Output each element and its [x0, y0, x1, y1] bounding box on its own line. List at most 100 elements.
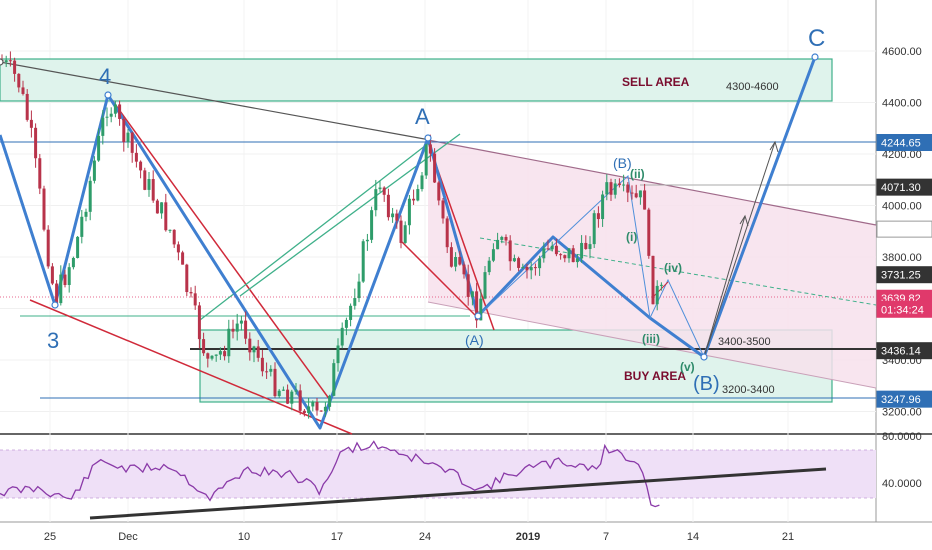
candle[interactable] [651, 255, 655, 305]
candle[interactable] [580, 242, 584, 259]
projection-arrow-1[interactable] [703, 215, 746, 358]
candle[interactable] [176, 244, 180, 253]
candle[interactable] [239, 320, 243, 324]
candle[interactable] [55, 283, 59, 304]
candle[interactable] [659, 284, 663, 286]
candle[interactable] [29, 119, 33, 128]
candle[interactable] [550, 245, 554, 250]
candle[interactable] [172, 229, 176, 245]
elliott-wave-path[interactable] [0, 56, 817, 430]
candle[interactable] [643, 190, 647, 210]
rsi-line[interactable] [0, 440, 660, 508]
candle[interactable] [214, 354, 218, 356]
candle[interactable] [424, 144, 428, 176]
candle[interactable] [496, 239, 500, 250]
candle[interactable] [407, 198, 411, 226]
candle[interactable] [42, 188, 46, 230]
candle[interactable] [164, 202, 168, 231]
pivot-dot-minor-a[interactable] [474, 312, 482, 320]
candle[interactable] [185, 264, 189, 293]
candle[interactable] [433, 153, 437, 183]
candle[interactable] [323, 406, 327, 412]
candle[interactable] [4, 60, 8, 62]
candle[interactable] [470, 291, 474, 297]
major-downtrend-line[interactable] [0, 61, 431, 141]
candle[interactable] [525, 266, 529, 271]
candle[interactable] [63, 274, 67, 285]
candle[interactable] [529, 267, 533, 271]
candle[interactable] [130, 132, 134, 153]
candle[interactable] [76, 236, 80, 258]
candle[interactable] [588, 244, 592, 249]
candle[interactable] [416, 189, 420, 201]
candle[interactable] [319, 410, 323, 412]
candle[interactable] [559, 254, 563, 256]
channel-upper-line[interactable] [427, 139, 877, 226]
candle[interactable] [454, 257, 458, 267]
candle[interactable] [286, 389, 290, 404]
candle[interactable] [391, 213, 395, 218]
candle[interactable] [67, 267, 71, 285]
candle[interactable] [349, 305, 353, 320]
candle[interactable] [340, 327, 344, 346]
candle[interactable] [571, 248, 575, 263]
candle[interactable] [147, 179, 151, 190]
candle[interactable] [8, 60, 12, 62]
candle[interactable] [542, 248, 546, 259]
candle[interactable] [25, 93, 29, 120]
candle[interactable] [613, 183, 617, 195]
candle[interactable] [109, 113, 113, 117]
candle[interactable] [260, 357, 264, 372]
candle[interactable] [248, 338, 252, 353]
candle[interactable] [412, 198, 416, 201]
candle[interactable] [277, 390, 281, 397]
candle[interactable] [592, 213, 596, 245]
candle[interactable] [420, 175, 424, 190]
candle[interactable] [399, 220, 403, 243]
candle[interactable] [210, 355, 214, 359]
candle[interactable] [483, 272, 487, 299]
candle[interactable] [265, 371, 269, 373]
candle[interactable] [336, 345, 340, 364]
candle[interactable] [97, 135, 101, 161]
candle[interactable] [34, 127, 38, 159]
candle[interactable] [307, 406, 311, 413]
candle[interactable] [353, 298, 357, 306]
projection-arrow-2[interactable] [703, 141, 776, 358]
candle[interactable] [80, 216, 84, 237]
candle[interactable] [302, 410, 306, 413]
candle[interactable] [630, 192, 634, 194]
candle[interactable] [59, 274, 63, 304]
candle[interactable] [256, 346, 260, 358]
candle[interactable] [92, 160, 96, 181]
candle[interactable] [294, 390, 298, 392]
candle[interactable] [235, 323, 239, 332]
candle[interactable] [118, 104, 122, 119]
candle[interactable] [626, 184, 630, 193]
candle[interactable] [441, 200, 445, 219]
pivot-dot-3[interactable] [51, 301, 59, 309]
pivot-dot-c[interactable] [811, 53, 819, 61]
candle[interactable] [458, 257, 462, 265]
candle[interactable] [584, 242, 588, 249]
candle[interactable] [500, 236, 504, 240]
candle[interactable] [538, 258, 542, 269]
candle[interactable] [84, 211, 88, 217]
candle[interactable] [596, 213, 600, 220]
candle[interactable] [466, 274, 470, 297]
candle[interactable] [575, 258, 579, 263]
candle[interactable] [46, 229, 50, 267]
candle[interactable] [139, 161, 143, 171]
channel-lower-line[interactable] [427, 301, 877, 389]
candle[interactable] [382, 187, 386, 195]
candle[interactable] [567, 248, 571, 259]
candle[interactable] [374, 189, 378, 211]
candle[interactable] [487, 260, 491, 273]
candle[interactable] [168, 229, 172, 231]
candle[interactable] [21, 87, 25, 94]
candle[interactable] [17, 73, 21, 88]
candle[interactable] [449, 247, 453, 267]
candle[interactable] [428, 144, 432, 154]
candle[interactable] [357, 281, 361, 299]
